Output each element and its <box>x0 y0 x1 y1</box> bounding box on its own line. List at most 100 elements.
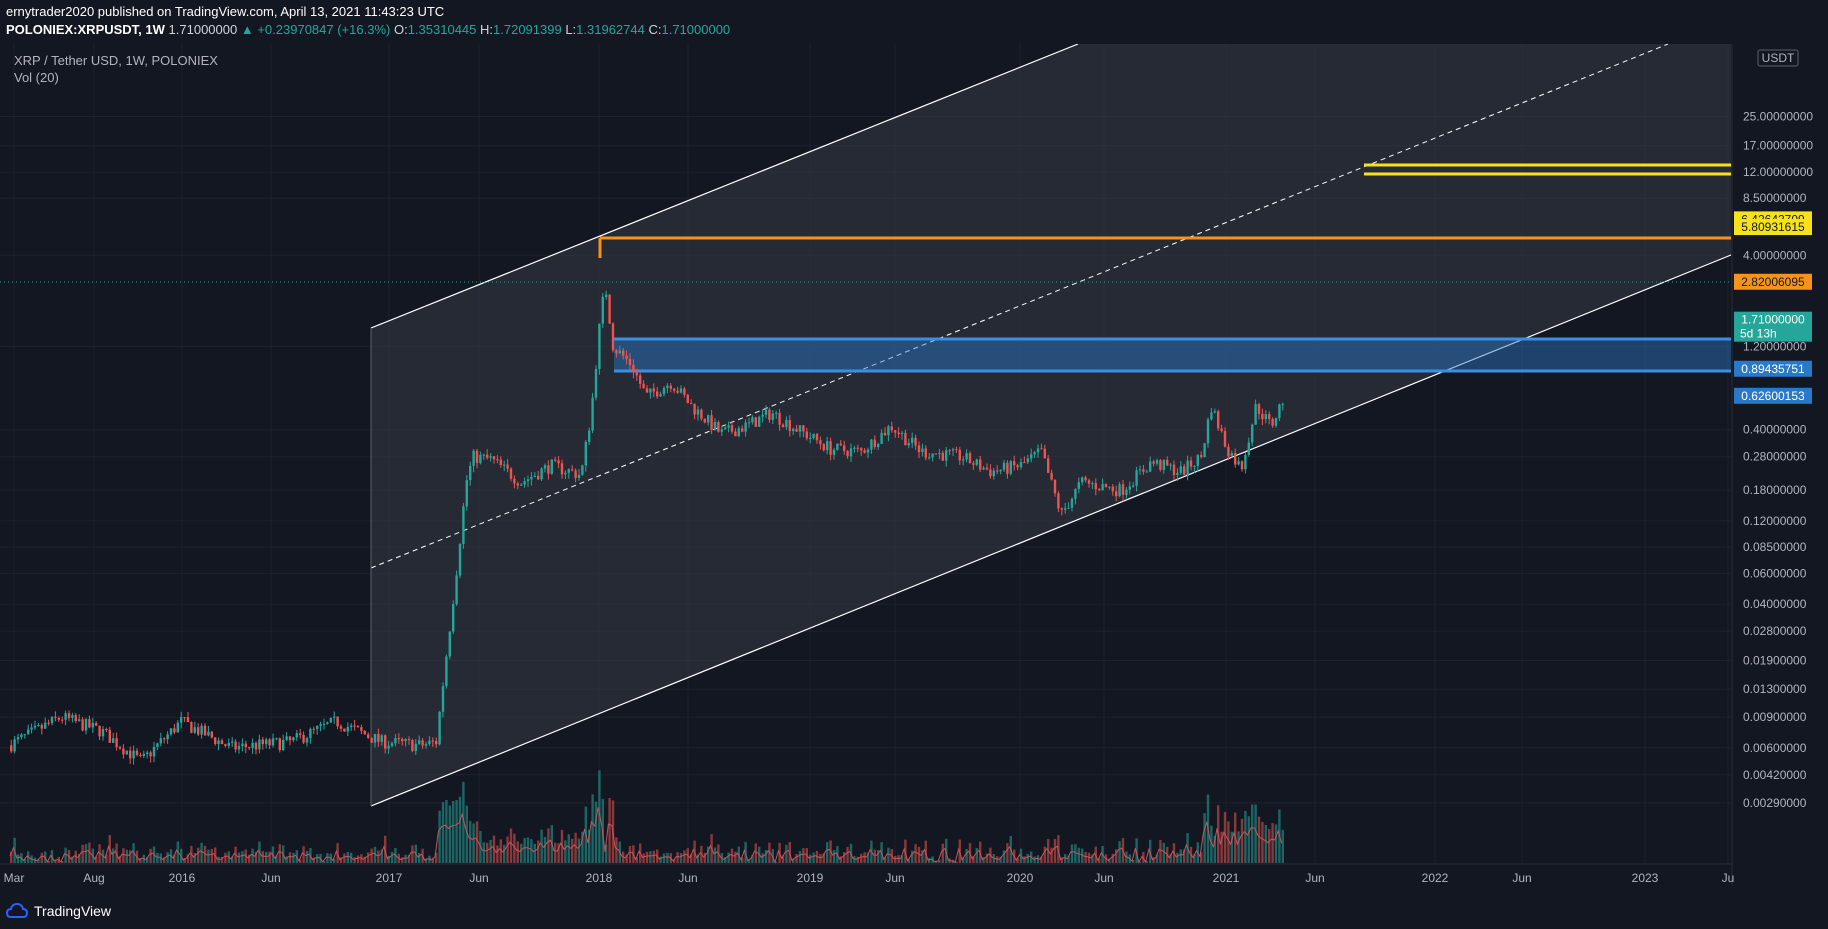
volume-bar <box>894 855 897 863</box>
candle <box>176 722 179 733</box>
volume-bar <box>455 800 458 863</box>
candle <box>1118 484 1121 497</box>
volume-bar <box>571 838 574 863</box>
volume-bar <box>999 856 1002 863</box>
candle <box>350 725 353 728</box>
volume-bar <box>305 850 309 863</box>
candle <box>64 713 67 720</box>
candle <box>985 467 989 470</box>
volume-bar <box>635 857 638 863</box>
candle <box>135 750 139 755</box>
volume-bar <box>105 854 108 863</box>
candle <box>737 428 740 437</box>
candle <box>254 742 258 750</box>
candle <box>792 428 795 432</box>
candle <box>907 442 910 446</box>
volume-bar <box>435 852 438 863</box>
candle <box>608 294 611 324</box>
support-zone[interactable] <box>614 339 1731 371</box>
candle <box>955 449 958 451</box>
candle <box>941 452 944 461</box>
volume-bar <box>1118 841 1121 863</box>
candle <box>220 740 224 745</box>
candle <box>588 430 591 442</box>
volume-bar <box>832 850 836 863</box>
price-tag <box>1734 273 1812 290</box>
volume-bar <box>1230 831 1233 863</box>
candle <box>1023 462 1026 464</box>
price-tick-label: 0.18000000 <box>1743 483 1807 497</box>
candle <box>513 478 516 484</box>
volume-bar <box>462 781 465 863</box>
price-tag-label: 1.71000000 <box>1741 313 1805 327</box>
candle <box>1047 458 1050 473</box>
volume-bar <box>1087 852 1091 863</box>
channel-lower-line[interactable] <box>370 254 1732 807</box>
price-tick-label: 0.01300000 <box>1743 682 1807 696</box>
symbol-label[interactable]: POLONIEX:XRPUSDT, 1W <box>6 22 165 37</box>
candle <box>231 741 234 743</box>
candle <box>241 743 244 747</box>
candle <box>890 426 893 431</box>
candle <box>1125 489 1128 495</box>
price-tick-label: 17.00000000 <box>1743 139 1813 153</box>
candle <box>693 403 696 415</box>
volume-bar <box>1261 821 1264 863</box>
candle <box>397 738 400 740</box>
candle <box>975 459 978 465</box>
price-axis[interactable]: 25.00000000 17.00000000 12.00000000 8.50000… <box>1743 109 1813 809</box>
volume-bar <box>1006 843 1009 863</box>
candle <box>1013 461 1016 466</box>
candle <box>615 350 618 354</box>
volume-bar <box>210 849 213 863</box>
candle <box>1172 464 1176 476</box>
candle <box>700 409 703 419</box>
tradingview-logo[interactable]: TradingView <box>6 903 111 919</box>
candle <box>574 470 577 478</box>
price-chart[interactable]: 25.00000000 17.00000000 12.00000000 8.50000… <box>0 44 1828 900</box>
volume-bar <box>645 851 649 863</box>
candle <box>1053 479 1057 494</box>
candle <box>1087 480 1091 484</box>
time-tick-label: 2022 <box>1422 871 1449 885</box>
time-tick-label: Aug <box>83 871 104 885</box>
candle <box>1091 483 1094 485</box>
time-tick-label: 2019 <box>797 871 824 885</box>
candle <box>1247 442 1250 455</box>
volume-bar <box>316 854 319 863</box>
candle <box>611 323 615 351</box>
candle <box>720 429 723 432</box>
volume-bar <box>1002 850 1006 863</box>
candle <box>414 743 417 752</box>
candle <box>275 738 278 740</box>
candle <box>1138 469 1142 471</box>
volume-bar <box>843 852 846 863</box>
countdown-label: 5d 13h <box>1740 327 1777 341</box>
candle <box>873 439 876 448</box>
volume-bar <box>543 836 547 863</box>
candle <box>418 740 421 744</box>
candle <box>860 448 863 451</box>
candle <box>142 753 145 756</box>
candle <box>360 727 363 731</box>
volume-bar <box>581 831 584 863</box>
time-tick-label: Jun <box>1512 871 1531 885</box>
candle <box>897 432 900 435</box>
candle <box>333 716 336 718</box>
channel-mid-line[interactable] <box>370 44 1669 569</box>
price-tick-label: 8.50000000 <box>1743 191 1807 205</box>
candle <box>186 717 190 723</box>
candle <box>193 727 196 733</box>
time-axis[interactable]: Mar Aug 2016 Jun 2017 Jun 2018 Jun 2019 Jun 2020 Ju… <box>4 871 1735 885</box>
volume-bar <box>676 852 679 863</box>
volume-bar <box>873 849 876 863</box>
candle <box>44 722 47 729</box>
channel-upper-line[interactable] <box>370 44 1079 329</box>
ohlc-line: POLONIEX:XRPUSDT, 1W 1.71000000 ▲ +0.239… <box>6 22 730 37</box>
candle <box>1234 453 1237 465</box>
candle <box>346 727 349 732</box>
candle <box>1189 460 1193 467</box>
candle <box>679 388 683 393</box>
volume-bar <box>200 842 203 863</box>
volume-bar <box>146 857 149 863</box>
